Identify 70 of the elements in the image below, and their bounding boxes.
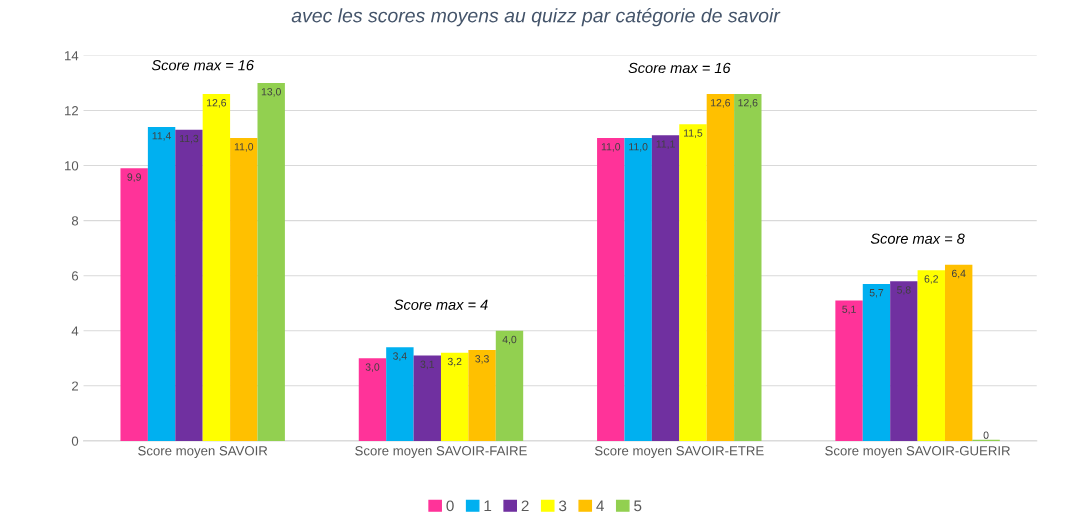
y-tick-label: 4 [71,326,79,336]
data-label: 3,3 [475,355,489,364]
bar [624,138,652,441]
data-label: 11,5 [684,129,703,138]
data-label: 5,8 [897,286,911,295]
legend-label: 4 [596,500,604,512]
annotation: Score max = 16 [628,62,731,74]
data-label: 3,0 [365,363,380,372]
bar [651,135,680,441]
legend-label: 5 [634,500,642,512]
bar [495,330,524,441]
annotation: Score max = 16 [151,60,254,71]
data-label: 11,0 [234,143,254,152]
bar [175,129,203,441]
bar [679,124,707,441]
data-label: 12,6 [711,99,731,108]
data-label: 9,9 [127,173,141,182]
bar [202,93,231,441]
data-label: 11,4 [152,132,172,141]
bar [890,281,918,441]
data-label: 11,1 [656,140,675,149]
y-tick-label: 8 [71,216,79,226]
bar [862,283,891,441]
annotation: Score max = 4 [394,299,488,310]
bar [120,168,148,441]
data-label: 13,0 [261,88,281,97]
bar [257,82,285,441]
data-label: 12,6 [738,99,758,108]
annotation: Score max = 8 [870,233,965,244]
data-label: 11,0 [629,143,648,152]
data-label: 6,2 [924,275,938,284]
bar [386,347,414,441]
y-tick-label: 10 [65,161,79,171]
bar [440,352,469,441]
x-tick-label: Score moyen SAVOIR [138,446,268,459]
data-label: 3,1 [420,360,435,370]
data-label: 6,4 [951,269,966,279]
x-tick-label: Score moyen SAVOIR-FAIRE [355,446,527,459]
data-label: 5,7 [869,289,884,298]
legend-label: 0 [446,500,454,512]
chart-title: avec les scores moyens au quizz par catégorie de savoir [291,7,781,27]
data-label: 11,0 [601,143,621,152]
data-label: 4,0 [502,335,517,345]
bar [413,355,441,441]
bar [706,93,735,441]
legend-label: 1 [484,500,492,512]
bar [944,264,973,441]
bar [917,270,945,441]
data-label: 5,1 [842,305,856,315]
data-label: 3,4 [393,352,407,361]
y-tick-label: 2 [72,381,79,391]
x-tick-label: Score moyen SAVOIR-GUERIR [825,446,1010,459]
data-label: 12,6 [207,99,227,108]
data-label: 0 [983,431,989,439]
bar [597,138,625,441]
x-tick-label: Score moyen SAVOIR-ETRE [594,446,764,459]
y-tick-label: 6 [72,271,79,281]
y-tick-label: 14 [65,51,79,61]
bar [734,93,762,441]
bar [358,358,387,441]
data-label: 3,2 [447,357,462,367]
bar [468,350,496,441]
bar [230,138,258,441]
data-label: 11,3 [180,134,199,144]
legend-label: 2 [521,500,529,512]
y-tick-label: 12 [65,106,79,116]
bar [147,127,176,441]
bar [835,300,863,441]
y-tick-label: 0 [71,436,79,446]
legend-label: 3 [559,500,567,512]
